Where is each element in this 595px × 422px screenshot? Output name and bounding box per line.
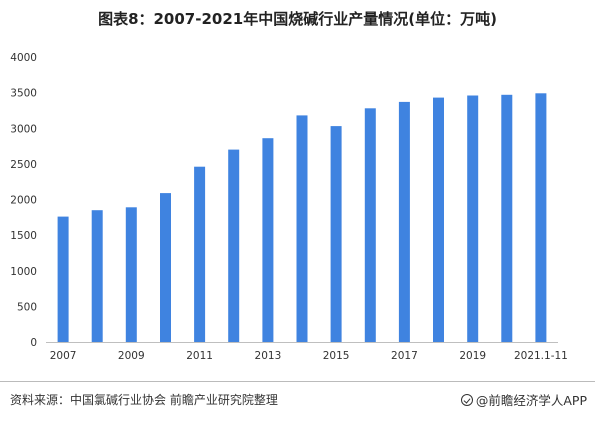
y-tick-label: 500	[17, 301, 37, 313]
y-axis-labels: 0 500 1000 1500 2000 2500 3000 3500 4000	[10, 52, 37, 349]
brand-label: @前瞻经济学人APP	[475, 393, 587, 408]
bar-2014	[296, 115, 308, 343]
x-tick-label: 2015	[323, 350, 350, 362]
bar-2021.1-11	[535, 93, 547, 342]
y-tick-label: 2000	[10, 195, 37, 207]
bar-2020	[501, 94, 513, 342]
x-tick-label: 2011	[186, 350, 213, 362]
bar-2011	[194, 166, 206, 342]
y-tick-label: 2500	[10, 159, 37, 171]
x-tick-label: 2019	[459, 350, 486, 362]
x-tick-label: 2007	[50, 350, 77, 362]
brand-mark: @前瞻经济学人APP	[460, 390, 587, 409]
bar-2019	[467, 95, 479, 342]
bar-2015	[330, 126, 342, 342]
y-tick-label: 4000	[10, 52, 37, 64]
bar-2007	[57, 216, 69, 342]
bar-2009	[125, 207, 137, 342]
brand-logo-icon	[460, 393, 473, 406]
x-tick-label: 2021.1-11	[514, 350, 568, 362]
bar-2008	[91, 210, 103, 342]
bar-2010	[160, 193, 171, 342]
y-tick-label: 1500	[10, 230, 37, 242]
bar-2017	[398, 101, 410, 343]
x-axis-labels: 2007 2009 2011 2013 2015 2017 2019 2021.1-11	[50, 350, 568, 362]
y-tick-label: 0	[30, 337, 37, 349]
y-tick-label: 3500	[10, 88, 37, 100]
chart-title: 图表8：2007-2021年中国烧碱行业产量情况(单位：万吨)	[98, 10, 497, 28]
bar-2016	[364, 108, 376, 342]
bar-2012	[228, 149, 240, 342]
x-tick-label: 2013	[255, 350, 282, 362]
y-tick-label: 1000	[10, 266, 37, 278]
bars	[57, 93, 547, 343]
source-note: 资料来源：中国氯碱行业协会 前瞻产业研究院整理	[10, 393, 278, 407]
source-divider	[0, 381, 595, 382]
y-tick-label: 3000	[10, 123, 37, 135]
bar-2018	[433, 97, 444, 342]
x-tick-label: 2017	[391, 350, 418, 362]
bar-2013	[262, 138, 274, 342]
x-tick-label: 2009	[118, 350, 145, 362]
